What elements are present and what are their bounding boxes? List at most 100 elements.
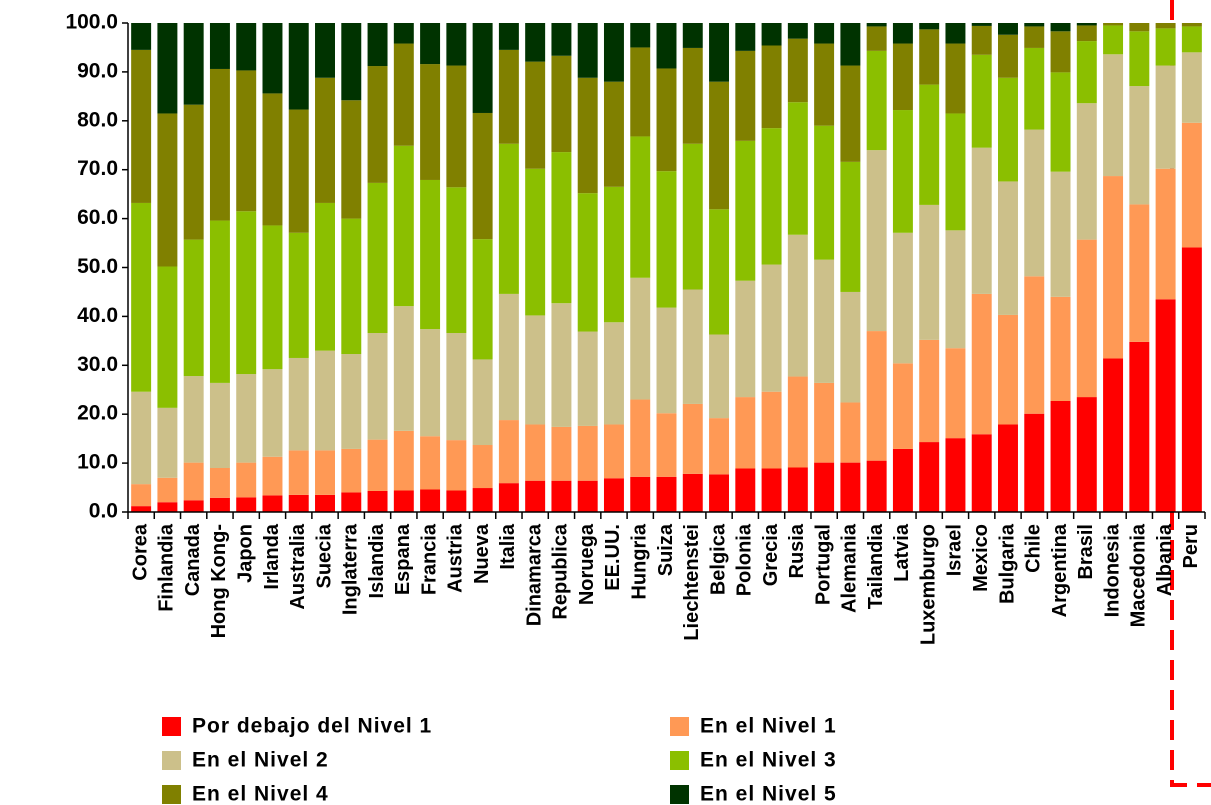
bar-segment <box>761 264 782 392</box>
bar-segment <box>262 225 283 370</box>
bar-segment <box>446 490 467 512</box>
bar-segment <box>236 462 257 498</box>
x-tick-label: Luxemburgo <box>917 524 939 645</box>
bar-segment <box>1155 23 1176 29</box>
legend-label: En el Nivel 1 <box>700 715 837 738</box>
bar-segment <box>1129 204 1150 342</box>
bar-segment <box>525 315 546 425</box>
bar-segment <box>315 350 335 451</box>
bar-segment <box>1024 47 1045 130</box>
bar-segment <box>341 100 362 219</box>
bar-segment <box>603 23 624 82</box>
bar-segment <box>367 66 388 183</box>
bar-segment <box>288 23 309 110</box>
bar-segment <box>288 494 309 512</box>
x-tick-label: Portugal <box>812 524 834 605</box>
x-tick-label: Polonia <box>734 523 756 596</box>
bar-segment <box>1076 397 1097 512</box>
bar-segment <box>998 23 1018 35</box>
legend-label: En el Nivel 3 <box>700 749 837 772</box>
bar-segment <box>971 434 992 512</box>
bar-segment <box>1050 171 1071 297</box>
bar-segment <box>1181 23 1202 27</box>
bar-segment <box>341 218 362 355</box>
bar-segment <box>971 54 992 148</box>
bar-segment <box>498 23 519 50</box>
bar-segment <box>682 23 703 48</box>
bar-segment <box>630 136 651 278</box>
bar-segment <box>472 445 493 489</box>
bar-segment <box>866 50 887 151</box>
x-tick-label: Suecia <box>313 523 335 588</box>
bar-segment <box>420 64 441 180</box>
bar-segment <box>551 303 572 427</box>
legend-swatch <box>670 785 689 804</box>
bar-segment <box>1103 54 1124 177</box>
bar-segment <box>525 424 546 481</box>
highlight-frame <box>1170 0 1211 787</box>
bar-segment <box>761 391 782 469</box>
x-tick-label: Grecia <box>760 523 782 586</box>
x-tick-label: Noruega <box>576 523 598 605</box>
bar-segment <box>761 45 782 129</box>
legend-label: En el Nivel 5 <box>700 783 837 805</box>
bar-segment <box>682 473 703 512</box>
bar-segment <box>446 65 467 188</box>
bar-segment <box>866 26 887 51</box>
bar-segment <box>262 369 283 457</box>
bar-segment <box>919 84 940 205</box>
bar-segment <box>551 152 572 304</box>
bar-segment <box>236 70 257 212</box>
bar-segment <box>1103 358 1124 512</box>
bar-segment <box>209 23 230 69</box>
y-tick-label: 50.0 <box>77 255 118 278</box>
y-tick-label: 0.0 <box>89 500 118 523</box>
bar-segment <box>315 450 335 495</box>
bar-segment <box>367 439 388 491</box>
bar-segment <box>1103 23 1124 26</box>
bar-segment <box>919 339 940 443</box>
bar-segment <box>367 333 388 440</box>
y-tick-label: 30.0 <box>77 353 118 376</box>
bar-segment <box>1024 23 1045 27</box>
bar-segment <box>262 93 283 226</box>
bar-segment <box>945 23 966 44</box>
bar-segment <box>814 43 835 126</box>
bar-segment <box>603 424 624 479</box>
x-tick-label: Italia <box>497 523 519 569</box>
y-tick-label: 10.0 <box>77 451 118 474</box>
bar-segment <box>420 179 441 330</box>
bar-segment <box>393 430 414 491</box>
bar-segment <box>787 38 808 103</box>
x-tick-label: Israel <box>944 524 966 576</box>
bar-segment <box>288 109 309 233</box>
legend-swatch <box>162 785 181 804</box>
bar-segment <box>472 488 493 512</box>
bar-segment <box>577 480 598 512</box>
bar-segment <box>892 110 913 233</box>
x-tick-label: Republica <box>550 523 572 619</box>
bar-segment <box>709 81 730 210</box>
bar-segment <box>840 462 861 512</box>
bar-segment <box>1076 25 1097 42</box>
x-tick-label: Tailandia <box>865 523 887 609</box>
bar-segment <box>630 399 651 477</box>
bar-segment <box>236 23 257 71</box>
bar-segment <box>577 193 598 332</box>
bar-segment <box>1076 23 1097 26</box>
bar-segment <box>866 150 887 332</box>
bar-segment <box>761 468 782 512</box>
bar-segment <box>1024 26 1045 48</box>
bar-segment <box>971 25 992 55</box>
bar-segment <box>183 23 204 105</box>
bar-segment <box>131 202 152 392</box>
bar-segment <box>866 460 887 512</box>
bar-segment <box>288 450 309 495</box>
bar-segment <box>183 462 204 501</box>
bar-segment <box>630 47 651 137</box>
bar-segment <box>630 476 651 512</box>
bar-segment <box>209 68 230 221</box>
bar-segment <box>1181 26 1202 53</box>
y-tick-label: 40.0 <box>77 304 118 327</box>
bar-segment <box>288 357 309 451</box>
